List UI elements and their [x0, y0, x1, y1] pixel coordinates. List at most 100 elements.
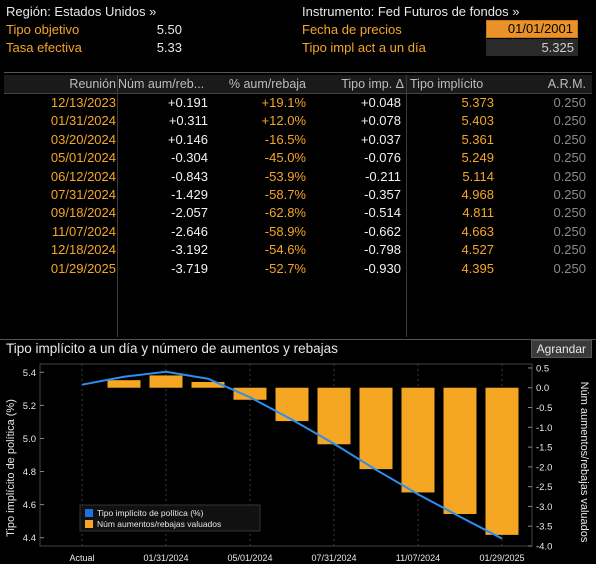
bar-03-20-2024: [191, 381, 225, 388]
cell-implied: 5.361: [461, 131, 494, 147]
implied-overnight-label: Tipo impl act a un día: [302, 40, 426, 55]
cell-delta: +0.037: [360, 131, 401, 147]
cell-delta: -0.357: [364, 187, 401, 202]
y-right-tick-label: -1.0: [536, 423, 552, 434]
target-rate-value: 5.50: [156, 22, 182, 37]
cell-date: 05/01/2024: [50, 150, 116, 166]
cell-date: 11/07/2024: [51, 223, 116, 239]
cell-num: -3.719: [171, 260, 208, 276]
table-row[interactable]: 01/29/2025 -3.719 -52.7% -0.930 4.395 0.250: [4, 261, 592, 280]
bar-01-29-2025: [485, 387, 519, 535]
cell-num: -0.304: [171, 150, 208, 166]
cell-implied: 4.968: [461, 187, 494, 202]
effective-rate-value: 5.33: [156, 40, 182, 55]
y-left-tick-label: 5.4: [23, 368, 36, 379]
col-header-arm[interactable]: A.R.M.: [547, 77, 586, 91]
region-selector[interactable]: Región: Estados Unidos »: [6, 4, 157, 19]
implied-overnight-value: 5.325: [486, 39, 578, 56]
y-right-tick-label: -3.0: [536, 502, 552, 513]
table-row[interactable]: 09/18/2024 -2.057 -62.8% -0.514 4.811 0.250: [4, 205, 592, 224]
table-row[interactable]: 03/20/2024 +0.146 -16.5% +0.037 5.361 0.250: [4, 132, 592, 151]
cell-arm: 0.250: [553, 242, 586, 258]
col-header-num-hikes[interactable]: Núm aum/reb...: [118, 77, 205, 91]
chart-header: Tipo implícito a un día y número de aume…: [0, 339, 596, 358]
col-header-meeting[interactable]: Reunión: [69, 77, 116, 91]
y-right-tick-label: -4.0: [536, 542, 552, 553]
col-header-pct-hikes[interactable]: % aum/rebaja: [228, 77, 306, 91]
legend-label-line: Tipo implícito de política (%): [97, 508, 204, 518]
table-row[interactable]: 01/31/2024 +0.311 +12.0% +0.078 5.403 0.250: [4, 113, 592, 132]
cell-date: 12/18/2024: [50, 242, 116, 258]
effective-rate-label: Tasa efectiva: [6, 40, 82, 55]
cell-pct: -16.5%: [264, 131, 306, 147]
cell-pct: -58.9%: [264, 223, 306, 239]
cell-arm: 0.250: [553, 131, 586, 147]
instrument-selector[interactable]: Instrumento: Fed Futuros de fondos »: [302, 4, 520, 19]
chart-title: Tipo implícito a un día y número de aume…: [6, 341, 338, 356]
cell-arm: 0.250: [553, 168, 586, 184]
bar-09-18-2024: [359, 387, 393, 470]
implied-rate-chart: 4.4 4.6 4.8 5.0 5.2 5.4 0.5 0.0 -0.5 -1.0 -1.5 -2.0…: [5, 363, 590, 563]
x-tick-label: 01/29/2025: [479, 553, 524, 563]
cell-date: 01/29/2025: [50, 260, 116, 276]
cell-pct: -52.7%: [264, 260, 306, 276]
bar-12-18-2024: [443, 387, 477, 515]
implied-rate-line: [81, 370, 503, 540]
cell-num: +0.191: [167, 95, 208, 110]
cell-date: 07/31/2024: [50, 187, 116, 202]
cell-date: 12/13/2023: [50, 95, 116, 110]
cell-pct: -54.6%: [264, 242, 306, 258]
y-right-tick-label: 0.0: [536, 383, 549, 394]
cell-num: -2.057: [171, 205, 208, 221]
cell-pct: -45.0%: [264, 150, 306, 166]
cell-pct: +19.1%: [261, 95, 306, 110]
price-date-input[interactable]: 01/01/2001: [486, 20, 578, 38]
y-right-tick-label: -0.5: [536, 403, 552, 414]
table-row[interactable]: 07/31/2024 -1.429 -58.7% -0.357 4.968 0.250: [4, 187, 592, 206]
chart-legend: Tipo implícito de política (%) Núm aumen…: [79, 504, 261, 532]
cell-implied: 5.114: [462, 168, 494, 184]
cell-delta: +0.078: [360, 113, 401, 129]
col-header-implied-rate[interactable]: Tipo implícito: [410, 77, 484, 91]
y-left-tick-label: 4.6: [23, 500, 36, 511]
legend-swatch-bar: [85, 520, 93, 528]
bar-06-12-2024: [275, 387, 309, 422]
cell-date: 03/20/2024: [50, 131, 116, 147]
bar-12-13-2023: [107, 380, 141, 388]
cell-num: +0.146: [167, 131, 208, 147]
x-tick-label: 07/31/2024: [311, 553, 356, 563]
table-row[interactable]: 11/07/2024 -2.646 -58.9% -0.662 4.663 0.250: [4, 224, 592, 243]
bar-07-31-2024: [317, 387, 351, 445]
x-tick-label: 01/31/2024: [143, 553, 188, 563]
cell-arm: 0.250: [553, 150, 586, 166]
target-rate-label: Tipo objetivo: [6, 22, 80, 37]
cell-implied: 4.395: [461, 260, 494, 276]
cell-delta: -0.798: [364, 242, 401, 258]
x-tick-label: 11/07/2024: [396, 553, 440, 563]
cell-pct: -62.8%: [264, 205, 306, 221]
cell-pct: +12.0%: [261, 113, 306, 129]
y-left-tick-label: 5.0: [23, 434, 36, 445]
y-axis-left-label: Tipo implícito de política (%): [5, 399, 17, 537]
cell-delta: -0.930: [364, 260, 401, 276]
cell-implied: 4.527: [461, 242, 494, 258]
cell-arm: 0.250: [553, 205, 586, 221]
bar-05-01-2024: [233, 387, 267, 400]
expand-button[interactable]: Agrandar: [530, 340, 592, 358]
col-header-implied-delta[interactable]: Tipo imp. Δ: [341, 77, 404, 91]
table-row[interactable]: 12/18/2024 -3.192 -54.6% -0.798 4.527 0.250: [4, 242, 592, 261]
table-row[interactable]: 12/13/2023 +0.191 +19.1% +0.048 5.373 0.250: [4, 95, 592, 114]
table-header: Reunión Núm aum/reb... % aum/rebaja Tipo…: [4, 75, 592, 94]
y-right-tick-label: -3.5: [536, 522, 552, 533]
cell-date: 09/18/2024: [50, 205, 116, 221]
cell-delta: -0.514: [364, 205, 401, 221]
cell-delta: -0.662: [364, 223, 401, 239]
column-divider: [406, 75, 407, 337]
cell-date: 01/31/2024: [50, 113, 116, 129]
y-axis-right-label: Núm aumentos/rebajas valuados: [578, 382, 590, 543]
cell-arm: 0.250: [553, 95, 586, 110]
table-row[interactable]: 06/12/2024 -0.843 -53.9% -0.211 5.114 0.250: [4, 169, 592, 188]
bar-11-07-2024: [401, 387, 435, 493]
table-row[interactable]: 05/01/2024 -0.304 -45.0% -0.076 5.249 0.250: [4, 150, 592, 169]
x-tick-label: Actual: [69, 553, 94, 563]
